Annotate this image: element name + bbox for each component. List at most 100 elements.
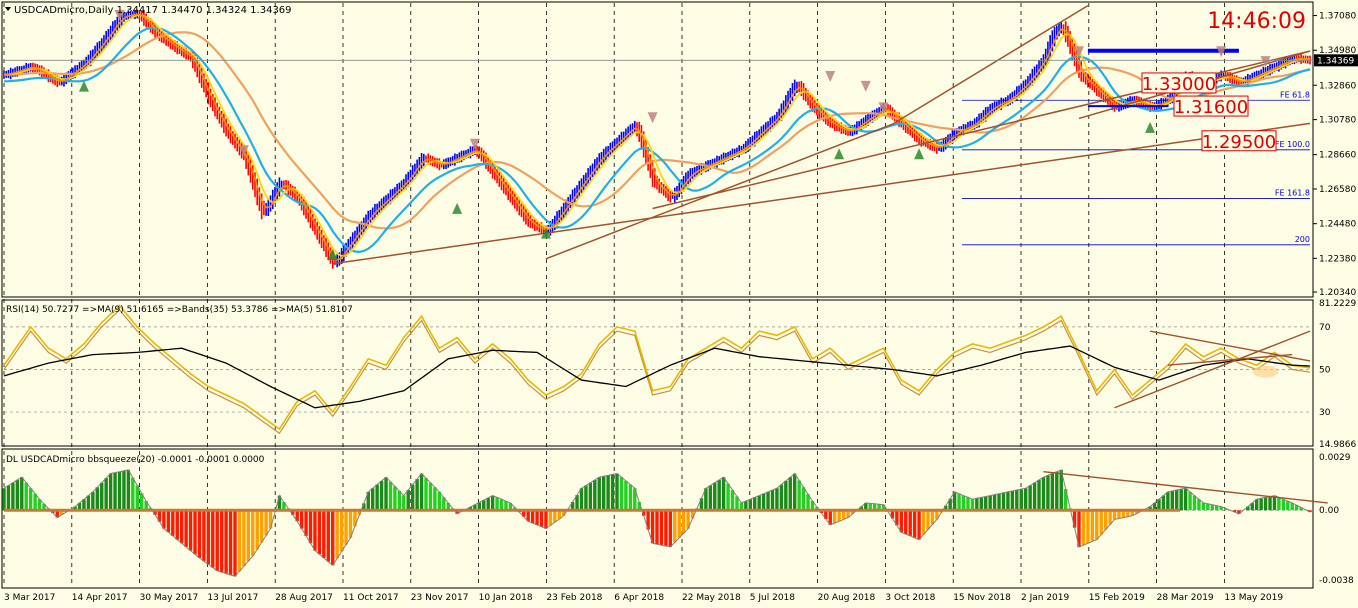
rsi-y-tick-label: 70 (1319, 323, 1331, 333)
squeeze-bar (544, 510, 548, 529)
squeeze-bar (877, 504, 881, 511)
squeeze-bar (1024, 488, 1028, 511)
squeeze-bar (597, 477, 601, 511)
squeeze-bar (1157, 499, 1161, 511)
collapse-icon[interactable] (5, 7, 11, 11)
squeeze-bar (1055, 471, 1059, 511)
squeeze-bar (704, 488, 708, 511)
squeeze-bar (864, 502, 868, 511)
squeeze-bar (637, 501, 641, 511)
x-tick-label: 3 Mar 2017 (4, 593, 55, 603)
squeeze-bar (55, 510, 60, 518)
y-tick-label: 1.34980 (1319, 46, 1356, 56)
squeeze-bar (91, 491, 95, 511)
squeeze-bar (455, 510, 459, 514)
y-tick-label: 1.28660 (1319, 151, 1356, 161)
clock-display: 14:46:09 (1207, 9, 1306, 34)
rsi-trend-line (1114, 330, 1311, 409)
squeeze-bar (535, 510, 539, 525)
squeeze-bar (339, 510, 344, 552)
squeeze-bar (446, 502, 450, 511)
squeeze-bar (553, 510, 557, 523)
squeeze-bar (393, 486, 397, 511)
buy-arrow-icon (834, 148, 845, 160)
squeeze-bar (984, 496, 988, 511)
squeeze-bar (157, 510, 162, 522)
squeeze-bar (841, 510, 846, 520)
squeeze-bar (322, 510, 326, 558)
squeeze-bar (530, 510, 535, 524)
squeeze-bar (224, 510, 228, 574)
squeeze-bar (1121, 510, 1126, 518)
squeeze-bar (197, 510, 202, 558)
squeeze-bar (326, 510, 330, 562)
squeeze-bar (810, 501, 815, 511)
squeeze-bar (788, 477, 792, 511)
squeeze-bar (233, 510, 237, 577)
squeeze-bar (277, 495, 282, 511)
squeeze-bar (570, 501, 575, 511)
x-tick-label: 5 Jul 2018 (750, 593, 795, 603)
squeeze-bar (1170, 490, 1174, 511)
rsi-highlight (1252, 365, 1279, 378)
x-tick-label: 6 Apr 2018 (614, 593, 664, 603)
rsi-line (3, 304, 1311, 431)
squeeze-bar (73, 506, 77, 511)
squeeze-bar (970, 499, 975, 511)
squeeze-bar (801, 487, 806, 511)
squeeze-bar (175, 510, 179, 540)
x-tick-label: 22 May 2018 (682, 593, 741, 603)
current-price-label: 1.34369 (1317, 56, 1354, 66)
squeeze-bar (1254, 499, 1259, 511)
squeeze-bar (1028, 485, 1032, 511)
squeeze-bar (362, 503, 366, 511)
squeeze-bar (655, 510, 659, 545)
squeeze-bar (406, 490, 410, 511)
squeeze-bar (388, 481, 393, 511)
squeeze-title: DL USDCADmicro bbsqueeze(20) -0.0001 -0.… (6, 455, 265, 465)
squeeze-bar (673, 510, 677, 543)
squeeze-bar (828, 510, 832, 525)
squeeze-bar (526, 510, 530, 522)
rsi-y-tick-label: 50 (1319, 365, 1331, 375)
squeeze-bar (584, 485, 588, 511)
squeeze-bar (677, 510, 681, 538)
squeeze-bar (228, 510, 233, 575)
squeeze-bar (988, 495, 992, 511)
x-tick-label: 3 Oct 2018 (885, 593, 935, 603)
buy-arrow-icon (452, 202, 463, 214)
squeeze-bar (1277, 497, 1281, 511)
squeeze-bar (166, 510, 171, 533)
level-label: 1.31600 (1174, 97, 1248, 118)
rsi-trend-line (1167, 353, 1293, 366)
squeeze-bar (379, 480, 384, 511)
squeeze-layer (2, 469, 1328, 577)
squeeze-bar (708, 485, 713, 511)
squeeze-bar (1281, 499, 1286, 511)
squeeze-bar (140, 493, 144, 511)
squeeze-bar (86, 495, 91, 511)
rsi-layer (3, 304, 1311, 435)
y-tick-label: 1.26580 (1319, 185, 1356, 195)
squeeze-bar (548, 510, 553, 526)
squeeze-bar (308, 510, 313, 544)
squeeze-bar (344, 510, 348, 545)
squeeze-bar (508, 502, 513, 511)
squeeze-bar (1219, 506, 1223, 511)
squeeze-bar (735, 496, 739, 511)
x-tick-label: 11 Oct 2017 (343, 593, 399, 603)
sq-y-tick-label: -0.0038 (1319, 576, 1354, 586)
squeeze-bar (33, 493, 37, 511)
x-tick-label: 28 Mar 2019 (1157, 593, 1214, 603)
rsi-ma-line (3, 345, 1311, 409)
squeeze-bar (104, 478, 108, 511)
squeeze-bar (1103, 510, 1108, 530)
rsi-pane[interactable] (1, 299, 1314, 447)
fibo-label: FE 100.0 (1275, 140, 1310, 149)
squeeze-bar (1268, 496, 1272, 511)
squeeze-bar (1063, 489, 1068, 511)
y-tick-label: 1.30780 (1319, 116, 1356, 126)
x-tick-label: 15 Feb 2019 (1089, 593, 1145, 603)
squeeze-bar (1175, 490, 1179, 511)
